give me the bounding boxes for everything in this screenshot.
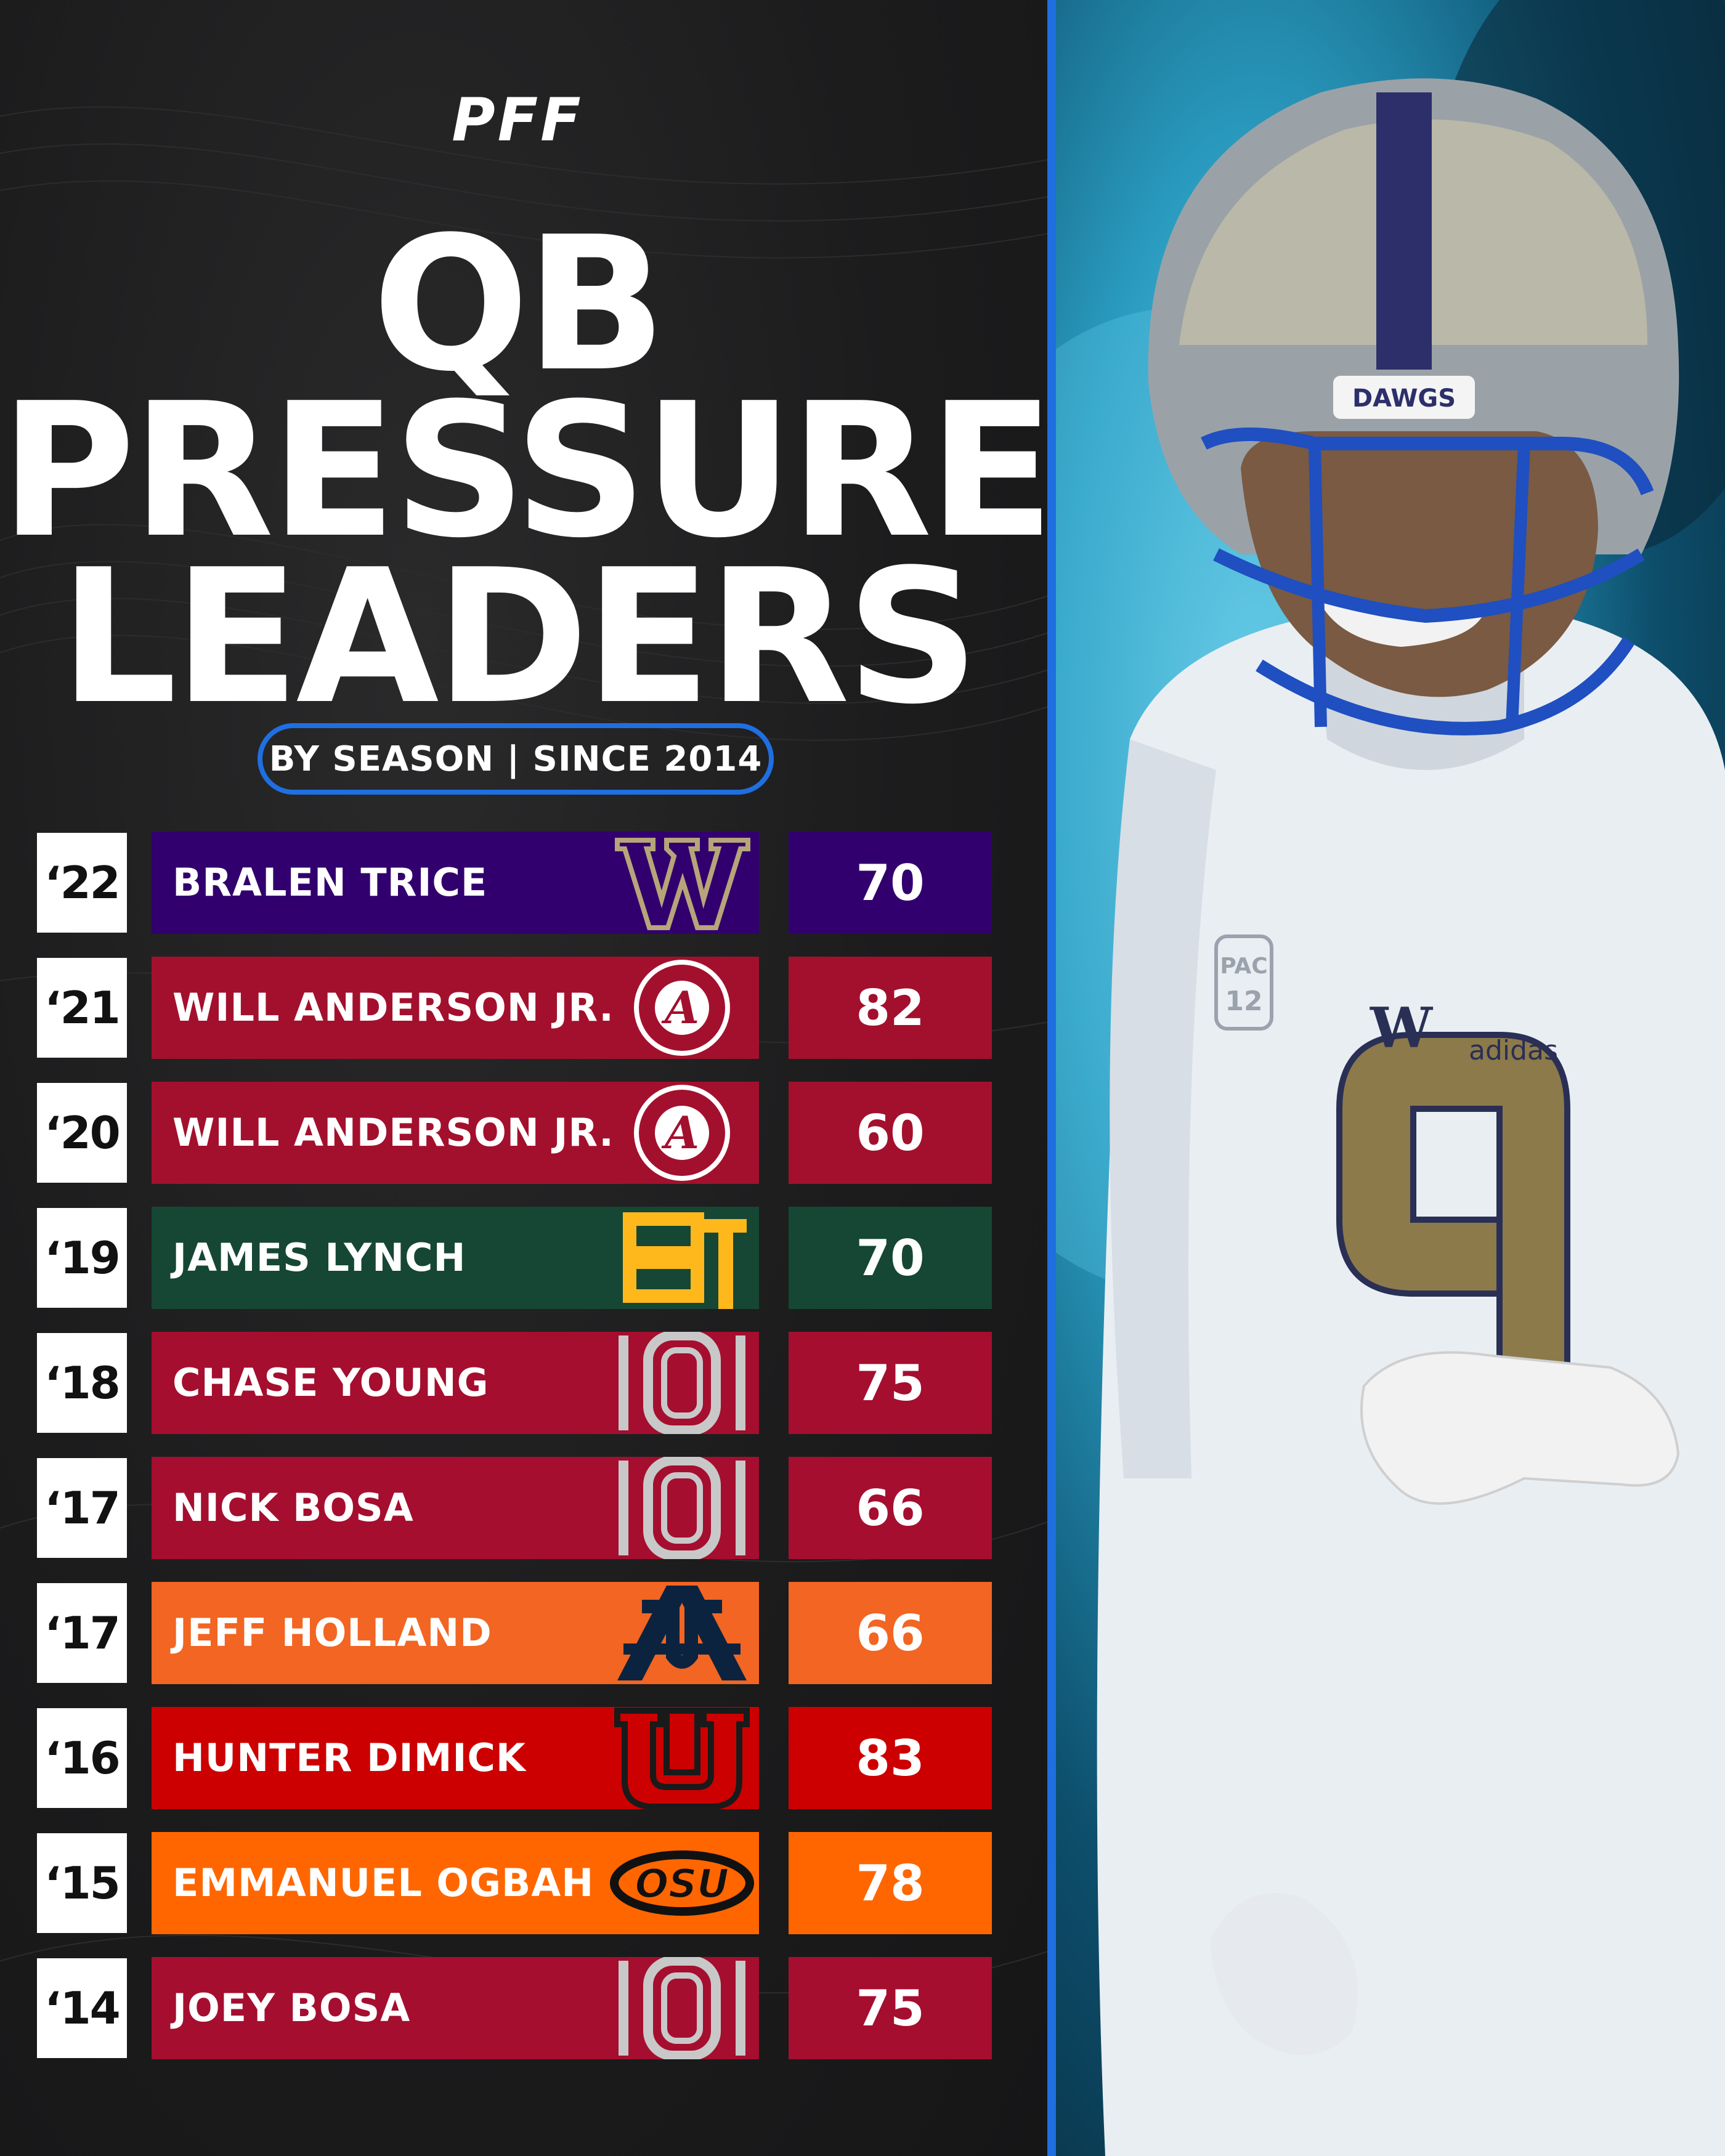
pressure-value: 83	[856, 1729, 925, 1787]
pressure-value: 66	[856, 1479, 925, 1537]
leader-row: ‘17 NICK BOSA 66	[0, 1457, 1047, 1559]
season-year: ‘17	[37, 1458, 127, 1558]
player-name: JOEY BOSA	[172, 1985, 411, 2030]
pressure-value: 78	[856, 1854, 925, 1912]
season-year: ‘17	[37, 1583, 127, 1683]
title-line-2: PRESSURE	[0, 363, 1047, 578]
player-name: WILL ANDERSON JR.	[172, 985, 614, 1030]
leader-row: ‘17 JEFF HOLLAND 66	[0, 1582, 1047, 1684]
player-illustration: W adidas PAC 12 DAWGS	[1056, 0, 1725, 2156]
ohio-state-o-logo-icon	[619, 1957, 745, 2059]
pressure-value-bar: 75	[789, 1332, 992, 1434]
leader-row: ‘16 HUNTER DIMICK 83	[0, 1707, 1047, 1809]
player-name-bar: WILL ANDERSON JR. A	[152, 957, 759, 1059]
pressure-value-bar: 70	[789, 832, 992, 934]
season-year: ‘16	[37, 1708, 127, 1808]
ohio-state-o-logo-icon	[619, 1457, 745, 1559]
season-year: ‘18	[37, 1333, 127, 1433]
pressure-value-bar: 66	[789, 1457, 992, 1559]
svg-text:adidas: adidas	[1469, 1035, 1558, 1066]
ohio-state-o-logo-icon	[619, 1332, 745, 1434]
pressure-value-bar: 66	[789, 1582, 992, 1684]
svg-text:12: 12	[1225, 986, 1262, 1017]
leader-row: ‘21 WILL ANDERSON JR. A 82	[0, 957, 1047, 1059]
pressure-value-bar: 75	[789, 1957, 992, 2059]
leader-row: ‘14 JOEY BOSA 75	[0, 1957, 1047, 2059]
svg-text:A: A	[661, 981, 699, 1034]
season-year: ‘21	[37, 958, 127, 1058]
player-name-bar: BRALEN TRICE	[152, 832, 759, 934]
player-name-bar: JAMES LYNCH	[152, 1207, 759, 1309]
season-year: ‘15	[37, 1833, 127, 1933]
title-line-1: QB	[372, 197, 667, 412]
leader-row: ‘19 JAMES LYNCH 70	[0, 1207, 1047, 1309]
pff-logo: PFF	[419, 86, 616, 155]
svg-text:OSU: OSU	[635, 1862, 729, 1907]
player-photo: W adidas PAC 12 DAWGS	[1056, 0, 1725, 2156]
title-line-3: LEADERS	[59, 530, 979, 745]
svg-text:A: A	[661, 1106, 699, 1159]
pressure-value-bar: 78	[789, 1832, 992, 1934]
season-year: ‘14	[37, 1958, 127, 2058]
season-year: ‘19	[37, 1208, 127, 1308]
blue-divider	[1047, 0, 1056, 2156]
player-name-bar: JOEY BOSA	[152, 1957, 759, 2059]
player-name: BRALEN TRICE	[172, 860, 488, 905]
pressure-value: 70	[856, 1229, 925, 1287]
season-year: ‘22	[37, 833, 127, 933]
pressure-value: 82	[856, 979, 925, 1037]
player-name: JAMES LYNCH	[172, 1235, 466, 1280]
player-name: NICK BOSA	[172, 1485, 414, 1530]
player-name: WILL ANDERSON JR.	[172, 1110, 614, 1155]
auburn-au-logo-icon	[617, 1586, 747, 1680]
leader-row: ‘20 WILL ANDERSON JR. A 60	[0, 1082, 1047, 1184]
player-name: JEFF HOLLAND	[172, 1610, 492, 1655]
oklahoma-state-osu-logo-icon: OSU	[610, 1850, 754, 1916]
jersey-chest-letter: W	[1370, 995, 1434, 1061]
player-name: HUNTER DIMICK	[172, 1735, 526, 1780]
pff-logo-text: PFF	[452, 86, 583, 155]
pressure-value-bar: 82	[789, 957, 992, 1059]
pressure-value: 60	[856, 1104, 925, 1162]
helmet-dawgs-text: DAWGS	[1352, 384, 1456, 413]
season-year: ‘20	[37, 1083, 127, 1183]
player-name-bar: HUNTER DIMICK	[152, 1707, 759, 1809]
alabama-a-logo-icon: A	[634, 1085, 730, 1181]
player-name-bar: WILL ANDERSON JR. A	[152, 1082, 759, 1184]
leader-row: ‘15 EMMANUEL OGBAH OSU 78	[0, 1832, 1047, 1934]
pressure-value: 70	[856, 854, 925, 912]
svg-text:PAC: PAC	[1220, 954, 1267, 979]
pressure-value: 75	[856, 1354, 925, 1412]
baylor-bu-logo-icon	[623, 1212, 747, 1309]
pressure-value: 66	[856, 1604, 925, 1662]
washington-w-logo-icon	[615, 838, 750, 930]
utah-u-logo-icon	[614, 1708, 750, 1809]
player-name-bar: CHASE YOUNG	[152, 1332, 759, 1434]
player-name: CHASE YOUNG	[172, 1360, 489, 1405]
pressure-value-bar: 83	[789, 1707, 992, 1809]
subtitle-text: BY SEASON | SINCE 2014	[269, 739, 763, 779]
alabama-a-logo-icon: A	[634, 960, 730, 1056]
player-name-bar: JEFF HOLLAND	[152, 1582, 759, 1684]
subtitle-pill: BY SEASON | SINCE 2014	[258, 723, 774, 795]
pressure-value-bar: 60	[789, 1082, 992, 1184]
left-panel: PFF QB PRESSURE LEADERS BY SEASON | SINC…	[0, 0, 1047, 2156]
player-name-bar: EMMANUEL OGBAH OSU	[152, 1832, 759, 1934]
pressure-value-bar: 70	[789, 1207, 992, 1309]
player-name-bar: NICK BOSA	[152, 1457, 759, 1559]
player-name: EMMANUEL OGBAH	[172, 1860, 595, 1905]
leader-row: ‘22 BRALEN TRICE 70	[0, 832, 1047, 934]
leader-row: ‘18 CHASE YOUNG 75	[0, 1332, 1047, 1434]
pressure-value: 75	[856, 1979, 925, 2037]
